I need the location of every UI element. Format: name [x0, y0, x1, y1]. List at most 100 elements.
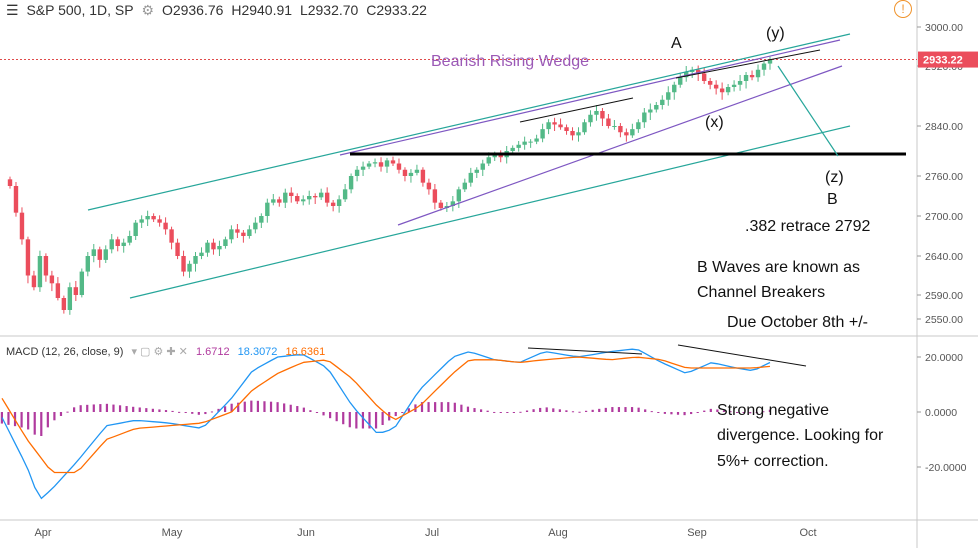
macd-histogram-bar: [447, 402, 450, 412]
candle-body: [217, 246, 222, 250]
candle-body: [684, 72, 689, 78]
macd-histogram-bar: [33, 412, 36, 435]
macd-histogram-bar: [709, 408, 712, 412]
macd-histogram-bar: [683, 412, 686, 416]
candle-body: [169, 229, 174, 243]
macd-histogram-bar: [217, 408, 220, 412]
macd-histogram-bar: [768, 409, 771, 412]
short-trendline-1: [519, 97, 634, 123]
macd-histogram-bar: [309, 410, 312, 412]
price-tick-label: 2760.00: [925, 171, 963, 183]
candle-body: [582, 122, 587, 133]
candle-body: [115, 239, 120, 246]
divergence-note-3: 5%+ correction.: [717, 453, 829, 470]
macd-tick-label: -20.0000: [925, 462, 967, 474]
macd-histogram-bar: [132, 406, 135, 412]
candle-body: [612, 126, 617, 127]
candle-body: [211, 242, 216, 250]
candle-body: [648, 109, 653, 113]
candle-body: [414, 169, 420, 173]
collapse-icon[interactable]: ☰: [6, 2, 19, 18]
price-tick-label: 2700.00: [925, 211, 963, 223]
macd-line: [1, 348, 771, 500]
candle-body: [546, 122, 551, 130]
macd-histogram-bar: [394, 412, 397, 417]
candle-body: [402, 169, 408, 176]
macd-histogram-bar: [407, 408, 410, 412]
candle-body: [229, 229, 234, 240]
macd-histogram-bar: [125, 406, 128, 412]
candle-body: [205, 242, 210, 253]
candle-body: [181, 256, 186, 272]
macd-histogram-bar: [591, 409, 594, 412]
macd-histogram-bar: [532, 409, 535, 412]
candle-body: [19, 212, 25, 240]
macd-histogram-bar: [105, 403, 109, 412]
candle-body: [570, 131, 575, 136]
macd-histogram-bar: [716, 409, 719, 412]
candle-body: [283, 192, 288, 203]
candle-body: [600, 111, 605, 119]
candle-body: [654, 105, 659, 110]
high-value: H2940.91: [231, 2, 293, 18]
macd-histogram-bar: [269, 401, 273, 412]
macd-histogram-bar: [112, 404, 115, 412]
macd-histogram-bar: [545, 407, 548, 412]
macd-histogram-bar: [276, 402, 279, 412]
macd-histogram-bar: [703, 410, 706, 412]
candle-body: [761, 63, 767, 70]
candle-body: [139, 219, 144, 223]
wedge-label: Bearish Rising Wedge: [431, 53, 590, 70]
macd-histogram-bar: [374, 412, 378, 429]
macd-histogram-bar: [578, 411, 581, 413]
settings-icon[interactable]: ⚙: [141, 2, 155, 18]
macd-histogram-bar: [342, 412, 345, 425]
candle-body: [259, 216, 264, 223]
macd-histogram-bar: [230, 403, 233, 412]
short-trendline-2: [675, 49, 821, 79]
candle-body: [193, 256, 198, 264]
macd-histogram-bar: [171, 410, 174, 412]
candle-body: [31, 275, 37, 288]
wave-b-label: B: [827, 191, 838, 208]
macd-controls-icon[interactable]: ▾ ▢ ⚙ ✚ ✕: [131, 346, 188, 358]
macd-histogram-bar: [512, 412, 515, 413]
macd-histogram-bar: [204, 412, 207, 415]
candle-body: [390, 160, 396, 164]
macd-label[interactable]: MACD (12, 26, close, 9): [6, 346, 124, 358]
alert-icon[interactable]: !: [894, 0, 912, 18]
candle-body: [396, 163, 402, 170]
open-value: O2936.76: [161, 2, 224, 18]
candle-body: [462, 182, 468, 190]
macd-histogram-bar: [178, 411, 181, 413]
time-tick-label: Oct: [799, 527, 816, 539]
candle-body: [163, 222, 168, 230]
price-tick-label: 2550.00: [925, 314, 963, 326]
candle-body: [528, 141, 533, 143]
chart-header: ☰ S&P 500, 1D, SP ⚙ O2936.76 H2940.91 L2…: [6, 2, 431, 19]
macd-histogram-bar: [223, 406, 227, 412]
candle-body: [277, 199, 282, 203]
macd-histogram-bar: [571, 411, 575, 413]
candle-body: [672, 84, 677, 93]
macd-histogram-bar: [355, 412, 358, 429]
macd-histogram-bar: [243, 401, 246, 412]
macd-histogram-bar: [138, 407, 141, 412]
candle-body: [624, 132, 629, 136]
candle-body: [307, 196, 312, 200]
divergence-line-2: [677, 344, 807, 367]
macd-histogram-bar: [302, 407, 305, 412]
macd-histogram-bar: [118, 405, 122, 412]
macd-histogram-bar: [558, 409, 561, 412]
macd-histogram-bar: [237, 402, 240, 412]
time-tick-label: Aug: [548, 527, 568, 539]
macd-histogram-bar: [296, 406, 299, 412]
candle-body: [103, 249, 108, 260]
macd-histogram-bar: [644, 409, 647, 412]
symbol-label[interactable]: S&P 500, 1D, SP: [26, 2, 134, 18]
macd-tick-label: 20.0000: [925, 352, 963, 364]
candle-body: [755, 69, 761, 78]
wedge-lower-line: [397, 65, 843, 226]
candle-body: [295, 196, 300, 202]
